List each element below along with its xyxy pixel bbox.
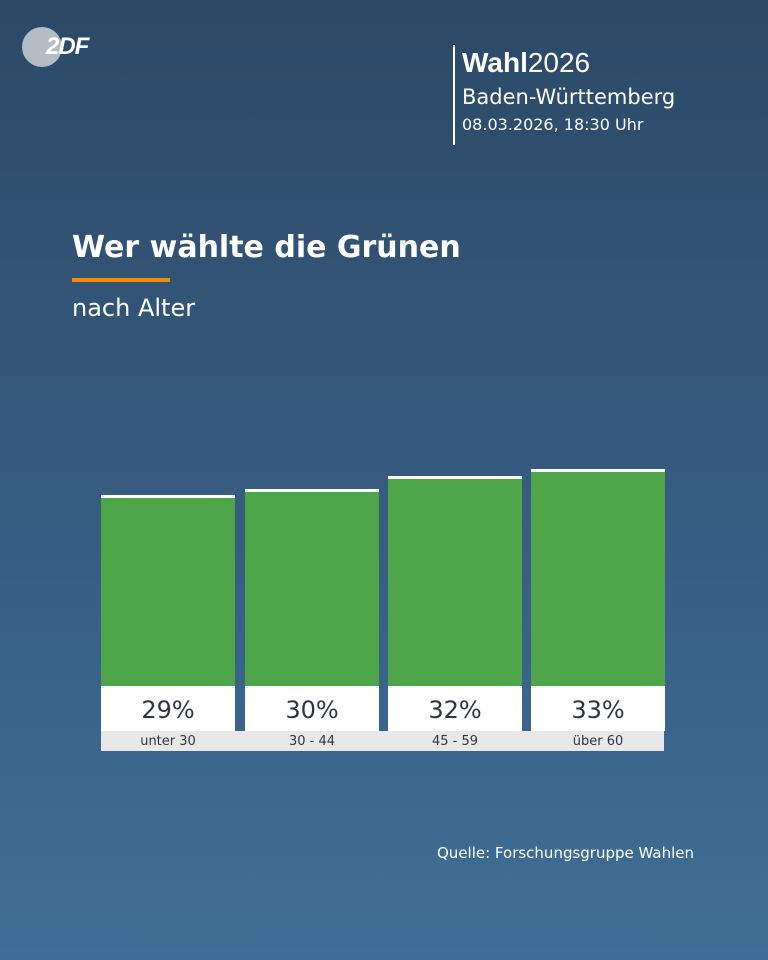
bar-fill xyxy=(388,475,522,686)
zdf-logo: 2DF xyxy=(22,27,89,67)
bar-fill xyxy=(101,495,235,686)
bar xyxy=(388,475,522,686)
region: Baden-Württemberg xyxy=(462,85,676,109)
election-title: Wahl2026 xyxy=(462,47,675,79)
value-label: 33% xyxy=(531,686,665,731)
chart-subtitle: nach Alter xyxy=(72,294,196,322)
title-underline xyxy=(72,278,170,282)
timestamp: 08.03.2026, 18:30 Uhr xyxy=(462,115,644,134)
value-label: 30% xyxy=(245,686,379,731)
source-note: Quelle: Forschungsgruppe Wahlen xyxy=(437,844,694,862)
category-strip xyxy=(101,731,664,751)
category-label: über 60 xyxy=(572,734,624,749)
logo-circle xyxy=(22,27,62,67)
bar xyxy=(531,469,665,686)
value-label: 32% xyxy=(388,686,522,731)
category-label: unter 30 xyxy=(140,734,196,749)
category-label: 30 - 44 xyxy=(288,734,336,749)
election-header: Wahl2026 Baden-Württemberg 08.03.2026, 1… xyxy=(453,45,675,145)
chart-title: Wer wählte die Grünen xyxy=(72,230,461,265)
bar-fill xyxy=(531,469,665,686)
value-label: 29% xyxy=(101,686,235,731)
category-label: 45 - 59 xyxy=(431,734,479,749)
bar-fill xyxy=(245,488,379,686)
logo-text: 2DF xyxy=(46,33,89,60)
title-year: 2026 xyxy=(527,47,591,78)
title-bold: Wahl xyxy=(462,47,528,78)
bar xyxy=(245,488,379,686)
bar xyxy=(101,495,235,686)
